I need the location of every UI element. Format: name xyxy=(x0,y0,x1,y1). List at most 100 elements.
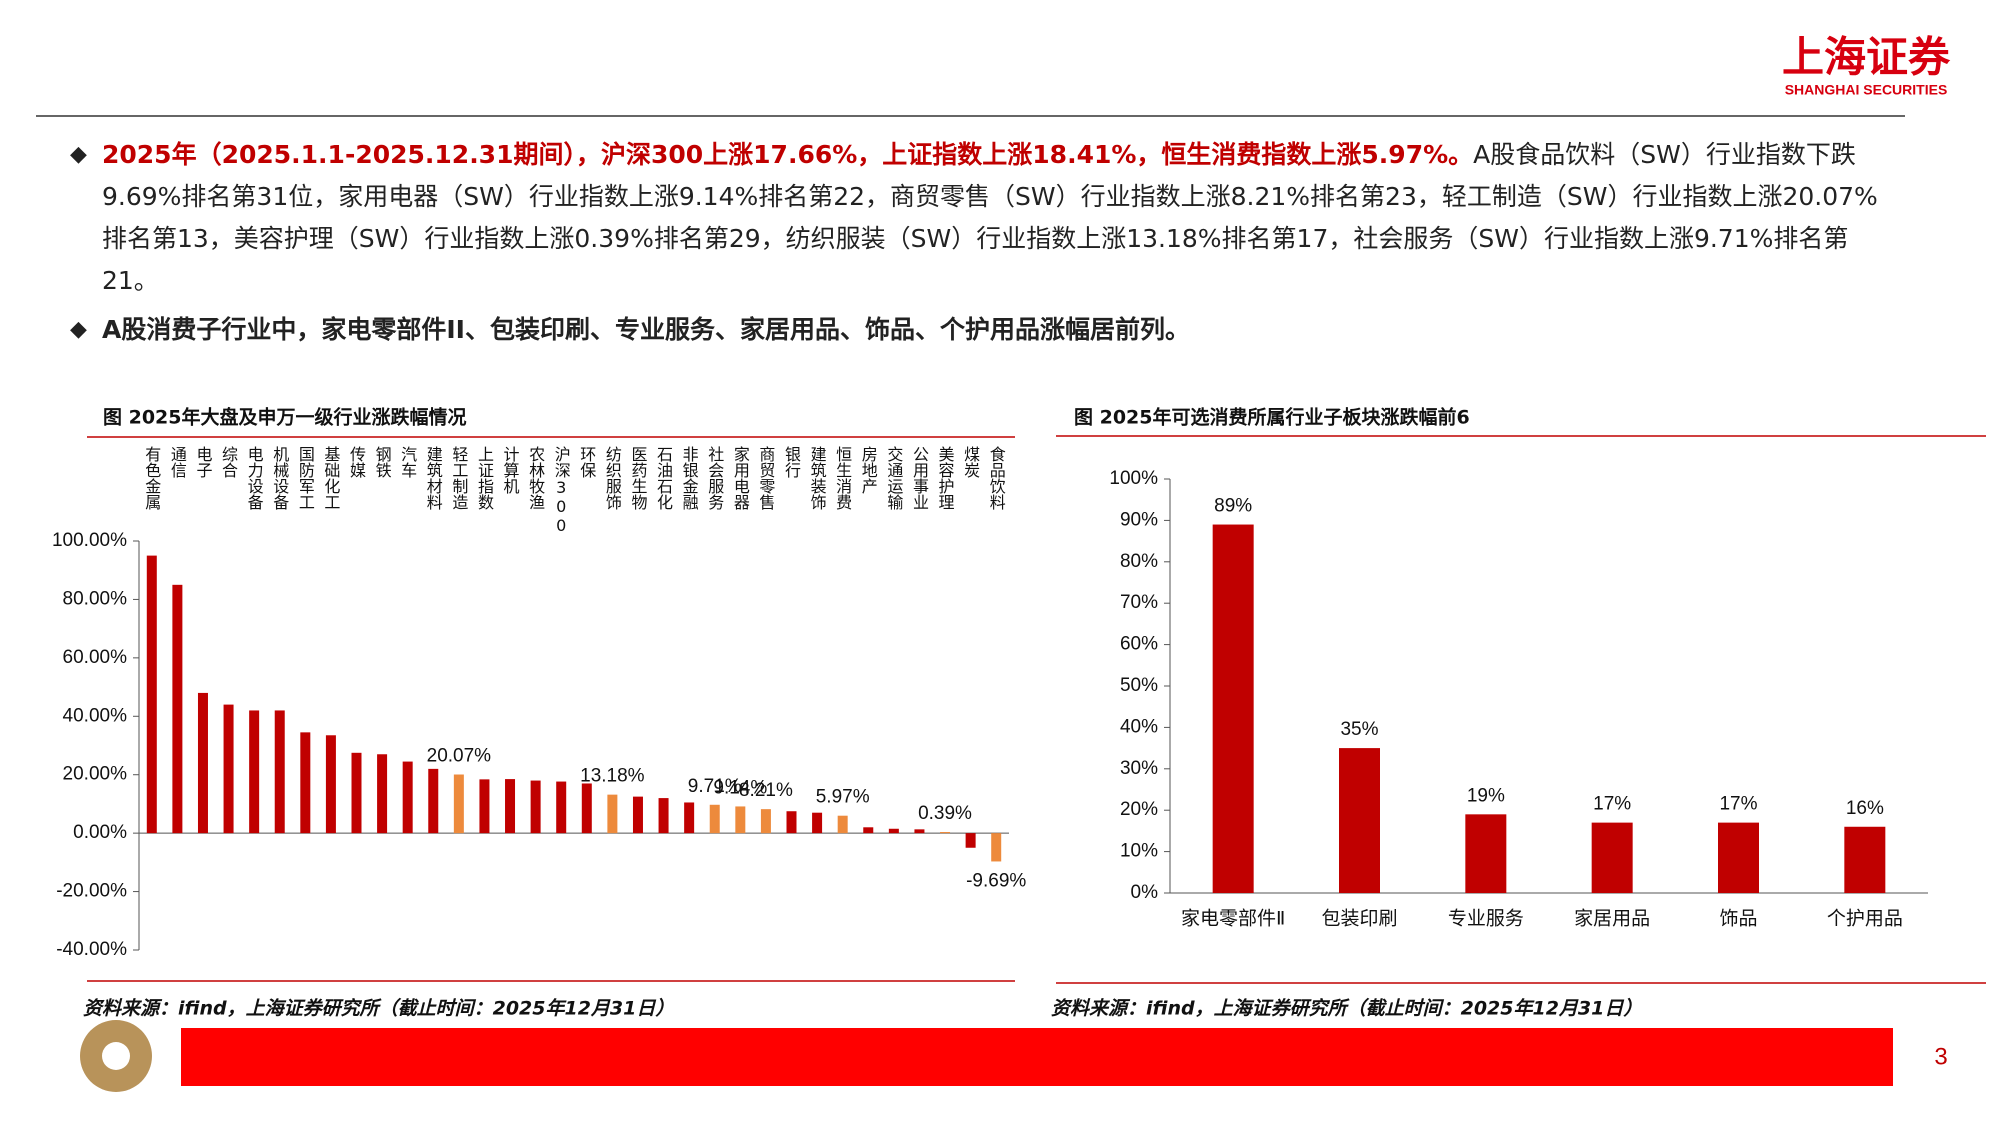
bar xyxy=(735,806,746,834)
x-tick-label: 轻工制造 xyxy=(449,446,468,510)
bar xyxy=(658,798,669,834)
x-tick-label: 社会服务 xyxy=(705,446,724,511)
x-tick-label: 石油石化 xyxy=(654,446,673,510)
bar xyxy=(837,815,848,834)
x-tick-label: 建筑装饰 xyxy=(808,446,827,510)
y-tick-label: 30% xyxy=(1120,758,1158,779)
x-tick-label: 纺织服饰 xyxy=(603,446,622,510)
value-label: -9.69% xyxy=(966,870,1026,891)
x-tick-label: 交通运输 xyxy=(884,446,903,510)
bar xyxy=(684,802,695,834)
chart-title: 图 2025年大盘及申万一级行业涨跌幅情况 xyxy=(103,406,467,429)
footer-logo-core xyxy=(102,1042,130,1070)
y-tick-label: 40% xyxy=(1120,716,1158,737)
x-tick-label: 电子 xyxy=(193,446,212,478)
y-tick-label: 0.00% xyxy=(73,822,127,843)
y-tick-label: -20.00% xyxy=(56,881,127,902)
source-note: 资料来源：ifind，上海证券研究所（截止时间：2025年12月31日） xyxy=(83,998,674,1020)
bullet: ◆ 2025年（2025.1.1-2025.12.31期间），沪深300上涨17.… xyxy=(70,140,1878,295)
bullet-text: A股消费子行业中，家电零部件II、包装印刷、专业服务、家居用品、饰品、个护用品涨… xyxy=(102,315,1190,344)
x-tick-label: 银行 xyxy=(782,446,801,479)
x-tick-label: 美容护理 xyxy=(936,446,955,510)
value-label: 89% xyxy=(1214,496,1252,517)
footer-band xyxy=(181,1028,1893,1086)
y-tick-label: 10% xyxy=(1120,841,1158,862)
y-tick-label: 60.00% xyxy=(63,647,128,668)
bar xyxy=(1844,826,1886,893)
y-tick-label: 60% xyxy=(1120,634,1158,655)
bar xyxy=(274,710,285,834)
bar xyxy=(1212,524,1254,893)
x-tick-label: 煤炭 xyxy=(961,446,980,478)
page-number: 3 xyxy=(1934,1043,1947,1070)
x-tick-label: 房地产 xyxy=(859,446,878,494)
bar xyxy=(863,827,874,834)
bar xyxy=(453,774,464,834)
bar xyxy=(1718,822,1759,893)
y-tick-label: -40.00% xyxy=(56,939,127,960)
bar xyxy=(530,780,541,834)
bar xyxy=(632,796,643,834)
value-label: 13.18% xyxy=(580,766,645,787)
x-tick-label: 个护用品 xyxy=(1827,908,1903,930)
bar xyxy=(991,833,1002,862)
x-tick-label: 包装印刷 xyxy=(1321,908,1397,930)
value-label: 5.97% xyxy=(816,787,870,808)
bar xyxy=(505,779,516,834)
bar xyxy=(812,812,823,834)
x-tick-label: 机械设备 xyxy=(270,446,289,510)
x-tick-label: 电力设备 xyxy=(245,446,264,510)
y-tick-label: 50% xyxy=(1120,675,1158,696)
value-label: 8.21% xyxy=(739,780,793,801)
y-tick-label: 20% xyxy=(1120,799,1158,820)
bar xyxy=(1591,822,1633,893)
x-tick-label: 商贸零售 xyxy=(756,446,775,510)
y-tick-label: 0% xyxy=(1131,882,1159,903)
value-label: 35% xyxy=(1340,719,1378,740)
x-tick-label: 传媒 xyxy=(347,446,366,478)
x-tick-label: 家用电器 xyxy=(731,446,750,510)
bar xyxy=(607,794,618,834)
y-tick-label: 90% xyxy=(1120,509,1158,530)
bar xyxy=(300,732,311,834)
bar xyxy=(377,754,388,834)
y-tick-label: 100.00% xyxy=(52,530,127,551)
bar xyxy=(786,811,797,834)
y-tick-label: 80% xyxy=(1120,551,1158,572)
bar xyxy=(197,692,208,834)
source-note: 资料来源：ifind，上海证券研究所（截止时间：2025年12月31日） xyxy=(1051,998,1642,1020)
bullet-highlight: 2025年（2025.1.1-2025.12.31期间），沪深300上涨17.6… xyxy=(102,140,1474,169)
x-tick-label: 上证指数 xyxy=(475,446,494,510)
bar xyxy=(965,833,976,848)
x-tick-label: 沪深300 xyxy=(552,446,571,535)
y-tick-label: 40.00% xyxy=(63,705,128,726)
x-tick-label: 食品饮料 xyxy=(987,446,1006,510)
x-tick-label: 钢铁 xyxy=(373,446,392,478)
x-tick-label: 恒生消费 xyxy=(833,446,852,510)
y-tick-label: 20.00% xyxy=(63,764,128,785)
value-label: 20.07% xyxy=(427,746,492,767)
bar xyxy=(914,829,925,834)
x-tick-label: 非银金融 xyxy=(680,446,699,511)
value-label: 16% xyxy=(1846,798,1884,819)
x-tick-label: 家居用品 xyxy=(1574,908,1650,930)
y-tick-label: 80.00% xyxy=(63,588,128,609)
bar xyxy=(581,783,592,834)
x-tick-label: 计算机 xyxy=(501,446,520,495)
value-label: 17% xyxy=(1593,794,1631,815)
x-tick-label: 农林牧渔 xyxy=(526,446,545,510)
bar xyxy=(888,828,899,834)
bar xyxy=(172,584,183,834)
bar xyxy=(556,781,567,834)
x-tick-label: 综合 xyxy=(219,446,238,478)
x-tick-label: 饰品 xyxy=(1719,908,1757,930)
bar xyxy=(351,752,362,834)
value-label: 9.71% xyxy=(688,776,742,797)
x-tick-label: 建筑材料 xyxy=(424,446,443,510)
bullet: ◆ A股消费子行业中，家电零部件II、包装印刷、专业服务、家居用品、饰品、个护用品… xyxy=(70,315,1190,344)
logo-name-en: SHANGHAI SECURITIES xyxy=(1785,82,1948,98)
bar xyxy=(940,832,951,834)
bar xyxy=(709,804,720,834)
